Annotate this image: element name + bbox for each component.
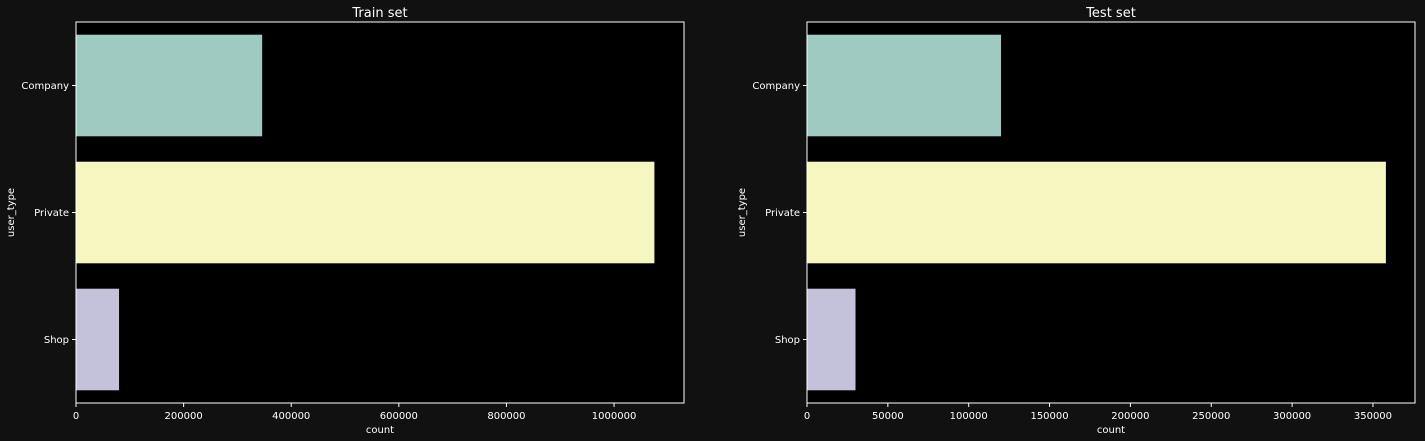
y-tick-label: Private — [34, 208, 69, 219]
y-tick-label: Company — [21, 81, 69, 92]
bar-shop — [76, 288, 120, 391]
x-tick-label: 350000 — [1354, 411, 1392, 422]
bar-private — [76, 161, 655, 264]
x-tick-label: 150000 — [1030, 411, 1068, 422]
x-tick-label: 250000 — [1192, 411, 1230, 422]
x-tick-label: 200000 — [1111, 411, 1149, 422]
chart-title: Test set — [1085, 6, 1136, 21]
plot-frame — [806, 21, 1416, 404]
x-tick-label: 800000 — [487, 411, 525, 422]
bar-shop — [807, 288, 856, 391]
x-tick-label: 300000 — [1273, 411, 1311, 422]
x-tick-label: 50000 — [872, 411, 904, 422]
bar-private — [807, 161, 1386, 264]
plot-frame — [75, 21, 685, 404]
y-tick-label: Shop — [775, 335, 800, 346]
bar-company — [76, 34, 263, 137]
x-tick-label: 600000 — [380, 411, 418, 422]
y-tick-label: Company — [752, 81, 800, 92]
y-axis-label: user_type — [737, 188, 748, 237]
x-axis-label: count — [366, 425, 394, 436]
bar-company — [807, 34, 1002, 137]
chart-title: Train set — [351, 6, 407, 21]
y-axis-label: user_type — [6, 188, 17, 237]
chart-panel-1: Company Private Shop 0 200000 400000 600000 800… — [6, 6, 685, 436]
y-tick-label: Private — [765, 208, 800, 219]
y-tick-label: Shop — [44, 335, 69, 346]
x-tick-label: 100000 — [950, 411, 988, 422]
chart-panel-2: Company Private Shop 0 50000 100000 150000 2000… — [737, 6, 1416, 436]
x-tick-label: 0 — [73, 411, 79, 422]
x-tick-label: 0 — [804, 411, 810, 422]
x-tick-label: 400000 — [272, 411, 310, 422]
x-tick-label: 200000 — [165, 411, 203, 422]
x-tick-label: 1000000 — [592, 411, 637, 422]
x-axis-label: count — [1097, 425, 1125, 436]
